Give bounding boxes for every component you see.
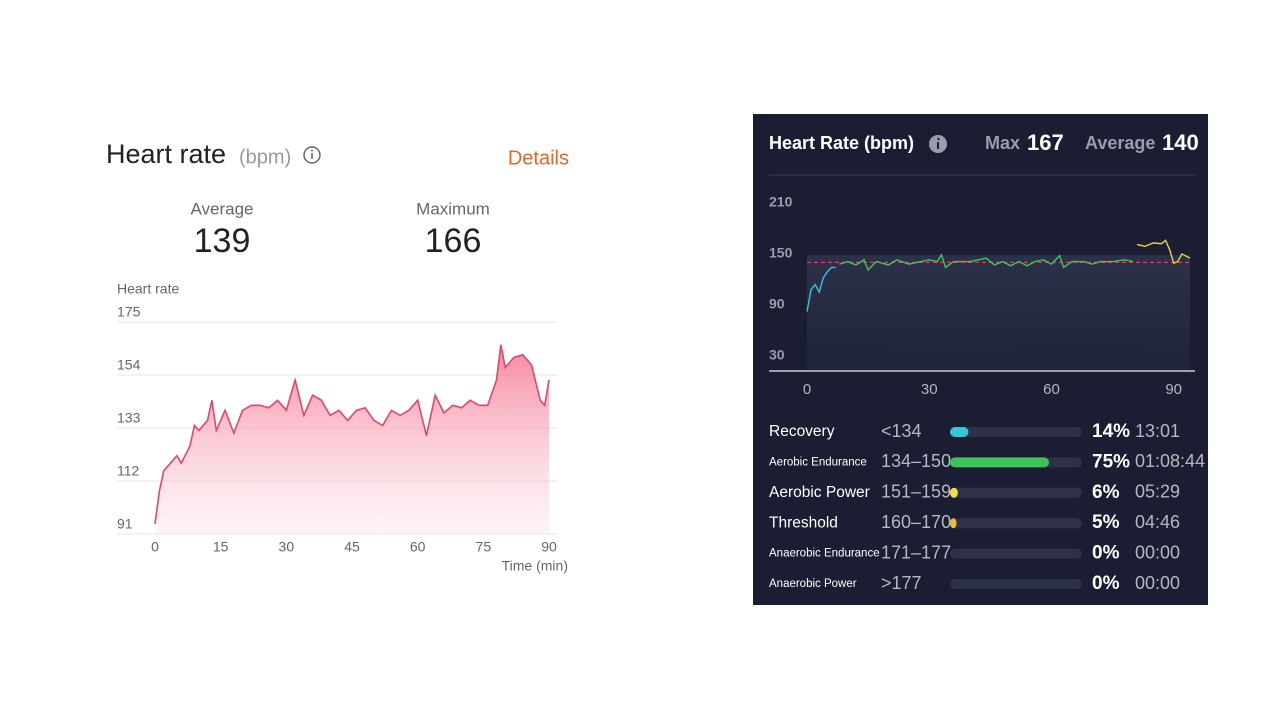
- plot-area: [807, 255, 1190, 371]
- line: [154, 344, 550, 525]
- zone-range: 171–177: [881, 542, 951, 562]
- zone-bar: [950, 487, 958, 498]
- zone-range: 160–170: [881, 512, 951, 532]
- zone-name: Recovery: [769, 423, 835, 440]
- zone-percent: 0%: [1092, 573, 1120, 594]
- y-tick-label: 90: [769, 296, 785, 312]
- x-tick-label: 60: [410, 539, 426, 555]
- zone-track: [950, 579, 1082, 589]
- zone-percent: 75%: [1092, 451, 1130, 472]
- x-tick-label: 30: [921, 381, 938, 398]
- x-tick-label: 90: [541, 539, 557, 555]
- zone-track: [950, 548, 1082, 559]
- area-fill: [155, 344, 549, 534]
- x-axis-label: Time (min): [502, 558, 568, 574]
- stat-value: 140: [1162, 130, 1199, 155]
- zone-time: 04:46: [1135, 512, 1180, 532]
- stat-value: 139: [194, 222, 251, 260]
- zone-track: [950, 487, 1082, 498]
- left-card: Heart rate (bpm) Details Average 139 Max…: [106, 139, 569, 574]
- zone-bar: [950, 518, 957, 529]
- unit: (bpm): [239, 146, 291, 168]
- zone-bar: [950, 457, 1049, 468]
- info-icon[interactable]: [929, 135, 947, 153]
- zone-time: 01:08:44: [1135, 451, 1205, 471]
- zone-time: 05:29: [1135, 482, 1180, 502]
- zone-name: Threshold: [769, 514, 838, 531]
- x-tick-label: 60: [1043, 381, 1060, 398]
- stat-label: Average: [190, 199, 253, 218]
- x-tick-label: 30: [279, 539, 295, 555]
- y-tick-label: 133: [117, 410, 141, 426]
- line: [806, 266, 836, 312]
- zone-time: 13:01: [1135, 421, 1180, 441]
- stat-value: 166: [425, 222, 482, 260]
- zone-track: [950, 518, 1082, 529]
- y-tick-label: 112: [117, 463, 140, 479]
- y-tick-label: 154: [117, 357, 141, 373]
- line: [1136, 239, 1191, 265]
- zone-name: Anaerobic Power: [769, 578, 857, 590]
- zone-time: 00:00: [1135, 542, 1180, 562]
- stat-label: Maximum: [416, 199, 490, 218]
- title: Heart rate: [106, 139, 226, 169]
- zone-bar: [950, 427, 969, 437]
- line: [839, 253, 1134, 272]
- stat-label: Max: [985, 133, 1020, 153]
- zone-name: Anaerobic Endurance: [769, 548, 880, 560]
- x-tick-label: 0: [151, 539, 159, 555]
- y-tick-label: 91: [117, 516, 133, 532]
- zone-percent: 6%: [1092, 482, 1120, 503]
- y-axis-label: Heart rate: [117, 281, 179, 297]
- y-tick-label: 175: [117, 304, 141, 320]
- zone-time: 00:00: [1135, 573, 1180, 593]
- y-tick-label: 30: [769, 346, 785, 362]
- y-tick-label: 210: [769, 194, 793, 210]
- zone-percent: 14%: [1092, 421, 1130, 442]
- x-tick-label: 45: [344, 539, 360, 555]
- zone-percent: 0%: [1092, 543, 1120, 564]
- zone-range: 134–150: [881, 451, 951, 471]
- x-tick-label: 0: [803, 381, 811, 398]
- zone-percent: 5%: [1092, 512, 1120, 533]
- stat-label: Average: [1085, 133, 1155, 153]
- x-tick-label: 75: [476, 539, 492, 555]
- x-tick-label: 90: [1165, 381, 1182, 398]
- title: Heart Rate (bpm): [769, 133, 914, 153]
- zone-range: >177: [881, 573, 922, 593]
- zone-track: [950, 427, 1082, 437]
- details-link[interactable]: Details: [508, 147, 569, 169]
- info-icon[interactable]: [303, 146, 321, 164]
- x-tick-label: 15: [213, 539, 229, 555]
- y-tick-label: 150: [769, 245, 793, 261]
- zone-range: 151–159: [881, 482, 951, 502]
- zone-name: Aerobic Power: [769, 484, 870, 501]
- zone-name: Aerobic Endurance: [769, 456, 867, 468]
- stat-value: 167: [1027, 130, 1064, 155]
- zone-range: <134: [881, 421, 922, 441]
